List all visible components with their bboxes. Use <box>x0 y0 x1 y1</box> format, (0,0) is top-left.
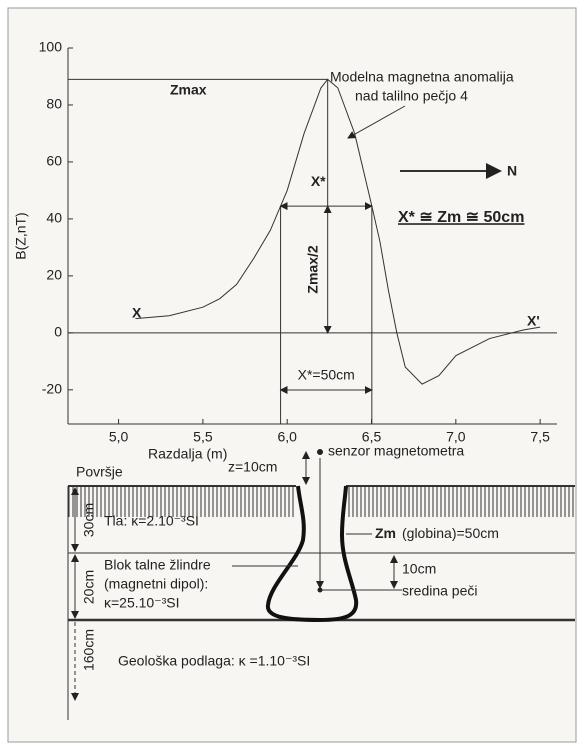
hatch <box>346 487 575 517</box>
depth-bold: Zm <box>375 525 396 541</box>
soil-label: Tla: κ=2.10⁻³SI <box>104 513 199 529</box>
y-tick-label: 40 <box>46 210 62 226</box>
annotation: X* <box>311 173 326 189</box>
depth-label: (globina)=50cm <box>402 525 499 541</box>
y-tick-label: 100 <box>39 39 63 55</box>
annotation: Zmax/2 <box>304 245 320 293</box>
y-tick-label: 60 <box>46 153 62 169</box>
y-tick-label: 80 <box>46 96 62 112</box>
bedrock-label: Geološka podlaga: κ =1.10⁻³SI <box>118 653 310 669</box>
center-label: sredina peči <box>402 583 478 599</box>
block-label: Blok talne žlindre <box>104 557 211 573</box>
y-tick-label: 0 <box>54 324 62 340</box>
y-tick-label: -20 <box>42 381 62 397</box>
block-label: κ=25.10⁻³SI <box>104 595 180 611</box>
block-label: (magnetni dipol): <box>104 576 208 592</box>
annotation: nad talilno pečjo 4 <box>355 88 468 104</box>
annotation: Modelna magnetna anomalija <box>330 69 514 85</box>
annotation: X*=50cm <box>298 367 355 383</box>
sensor-label: senzor magnetometra <box>328 443 464 459</box>
y-axis-label: B(Z,nT) <box>13 212 29 259</box>
dim-label: 160cm <box>81 629 97 671</box>
dim-label: 20cm <box>81 570 97 604</box>
sensor-dot <box>317 449 323 455</box>
surface-label: Površje <box>76 464 123 480</box>
annotation: X <box>132 305 142 321</box>
x-axis-label: Razdalja (m) <box>148 446 227 462</box>
x-tick-label: 5,5 <box>193 429 213 445</box>
annotation: X' <box>527 313 540 329</box>
annotation: X* ≅ Zm ≅ 50cm <box>398 209 524 226</box>
x-tick-label: 7,5 <box>530 429 550 445</box>
dim-label: 30cm <box>81 503 97 537</box>
center-dot <box>318 588 323 593</box>
offset-label: 10cm <box>402 561 436 577</box>
svg-text:Zm(globina)=50cm: Zm (globina)=50cm <box>375 525 499 541</box>
x-tick-label: 5,0 <box>109 429 129 445</box>
figure: 100806040200-205,05,56,06,57,07,5B(Z,nT)… <box>0 0 584 750</box>
height-label: z=10cm <box>228 459 277 475</box>
annotation: N <box>507 163 517 179</box>
y-tick-label: 20 <box>46 267 62 283</box>
annotation: Zmax <box>170 82 207 98</box>
x-tick-label: 6,0 <box>277 429 297 445</box>
